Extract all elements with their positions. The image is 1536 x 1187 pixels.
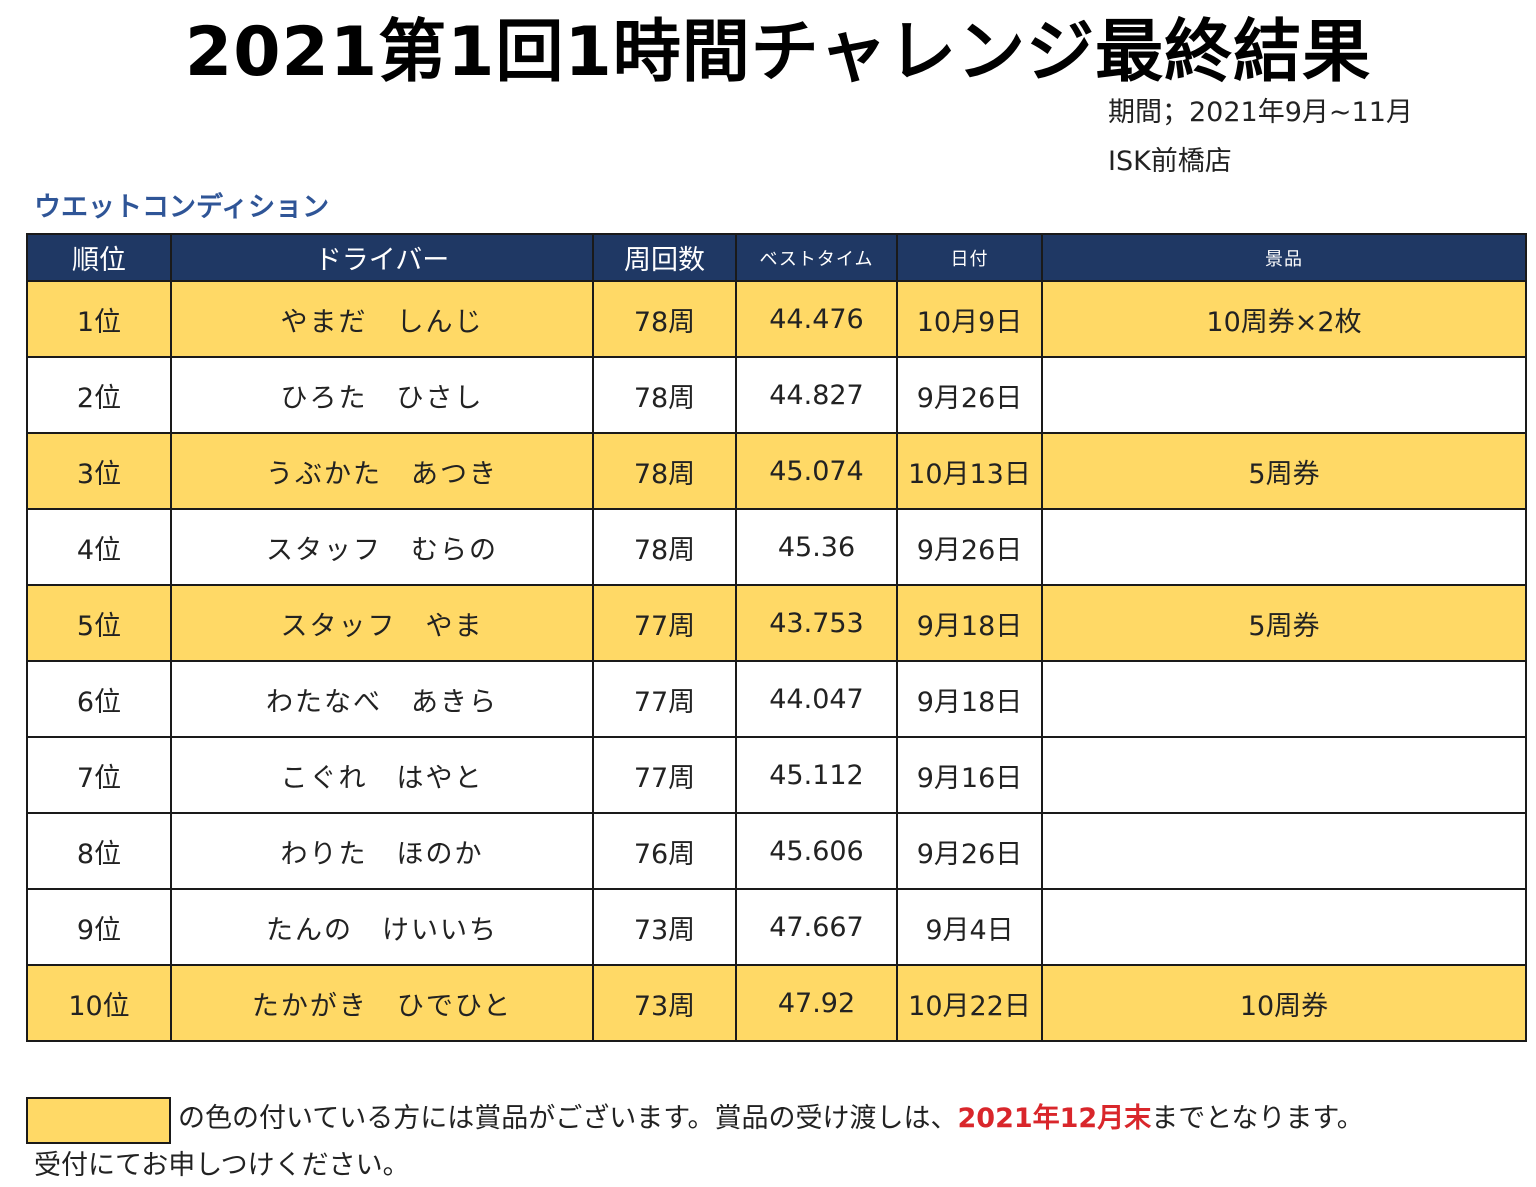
date-cell: 9月16日 — [896, 736, 1043, 814]
header-prize: 景品 — [1041, 233, 1527, 282]
best-time-cell: 43.753 — [735, 584, 898, 662]
table-row: 6位 わたなべ あきら 77周 44.047 9月18日 — [26, 660, 1527, 738]
best-time-cell: 47.92 — [735, 964, 898, 1042]
table-row: 10位 たかがき ひでひと 73周 47.92 10月22日 10周券 — [26, 964, 1527, 1042]
date-cell: 9月18日 — [896, 660, 1043, 738]
rank-cell: 5位 — [26, 584, 172, 662]
best-time-cell: 47.667 — [735, 888, 898, 966]
prize-cell — [1041, 888, 1527, 966]
date-cell: 9月4日 — [896, 888, 1043, 966]
rank-cell: 1位 — [26, 280, 172, 358]
rank-cell: 3位 — [26, 432, 172, 510]
driver-cell: わりた ほのか — [170, 812, 594, 890]
store-name: ISK前橋店 — [1108, 146, 1232, 177]
laps-cell: 78周 — [592, 432, 737, 510]
results-table: 順位 ドライバー 周回数 ベストタイム 日付 景品 1位 やまだ しんじ 78周… — [26, 233, 1527, 1042]
table-row: 9位 たんの けいいち 73周 47.667 9月4日 — [26, 888, 1527, 966]
laps-cell: 77周 — [592, 736, 737, 814]
prize-cell: 5周券 — [1041, 584, 1527, 662]
header-rank: 順位 — [26, 233, 172, 282]
prize-deadline: 2021年12月末 — [957, 1103, 1152, 1134]
best-time-cell: 44.476 — [735, 280, 898, 358]
prize-cell: 5周券 — [1041, 432, 1527, 510]
table-row: 1位 やまだ しんじ 78周 44.476 10月9日 10周券×2枚 — [26, 280, 1527, 358]
prize-cell — [1041, 660, 1527, 738]
date-cell: 9月18日 — [896, 584, 1043, 662]
table-row: 2位 ひろた ひさし 78周 44.827 9月26日 — [26, 356, 1527, 434]
rank-cell: 9位 — [26, 888, 172, 966]
rank-cell: 4位 — [26, 508, 172, 586]
prize-cell: 10周券×2枚 — [1041, 280, 1527, 358]
driver-cell: たかがき ひでひと — [170, 964, 594, 1042]
laps-cell: 73周 — [592, 888, 737, 966]
driver-cell: ひろた ひさし — [170, 356, 594, 434]
prize-note-suffix: までとなります。 — [1151, 1103, 1364, 1134]
prize-note-text: の色の付いている方には賞品がございます。賞品の受け渡しは、 — [178, 1103, 958, 1134]
section-label: ウエットコンディション — [34, 192, 330, 223]
driver-cell: スタッフ やま — [170, 584, 594, 662]
reception-note: 受付にてお申しつけください。 — [34, 1150, 410, 1181]
rank-cell: 8位 — [26, 812, 172, 890]
date-cell: 9月26日 — [896, 356, 1043, 434]
date-cell: 10月22日 — [896, 964, 1043, 1042]
prize-cell — [1041, 736, 1527, 814]
best-time-cell: 44.827 — [735, 356, 898, 434]
driver-cell: やまだ しんじ — [170, 280, 594, 358]
prize-note: の色の付いている方には賞品がございます。賞品の受け渡しは、2021年12月末まで… — [178, 1098, 1364, 1140]
laps-cell: 76周 — [592, 812, 737, 890]
period-text: 期間；2021年9月~11月 — [1108, 97, 1413, 128]
page-title: 2021第1回1時間チャレンジ最終結果 — [184, 13, 1372, 92]
header-date: 日付 — [896, 233, 1043, 282]
date-cell: 9月26日 — [896, 812, 1043, 890]
date-cell: 9月26日 — [896, 508, 1043, 586]
prize-cell — [1041, 356, 1527, 434]
prize-cell — [1041, 812, 1527, 890]
rank-cell: 10位 — [26, 964, 172, 1042]
best-time-cell: 45.074 — [735, 432, 898, 510]
driver-cell: うぶかた あつき — [170, 432, 594, 510]
prize-cell — [1041, 508, 1527, 586]
driver-cell: スタッフ むらの — [170, 508, 594, 586]
table-row: 7位 こぐれ はやと 77周 45.112 9月16日 — [26, 736, 1527, 814]
table-header-row: 順位 ドライバー 周回数 ベストタイム 日付 景品 — [26, 233, 1527, 282]
table-row: 3位 うぶかた あつき 78周 45.074 10月13日 5周券 — [26, 432, 1527, 510]
header-best-time: ベストタイム — [735, 233, 898, 282]
table-row: 8位 わりた ほのか 76周 45.606 9月26日 — [26, 812, 1527, 890]
driver-cell: たんの けいいち — [170, 888, 594, 966]
rank-cell: 2位 — [26, 356, 172, 434]
table-row: 5位 スタッフ やま 77周 43.753 9月18日 5周券 — [26, 584, 1527, 662]
best-time-cell: 45.112 — [735, 736, 898, 814]
header-laps: 周回数 — [592, 233, 737, 282]
header-driver: ドライバー — [170, 233, 594, 282]
best-time-cell: 45.606 — [735, 812, 898, 890]
rank-cell: 6位 — [26, 660, 172, 738]
laps-cell: 78周 — [592, 280, 737, 358]
laps-cell: 78周 — [592, 508, 737, 586]
driver-cell: わたなべ あきら — [170, 660, 594, 738]
prize-cell: 10周券 — [1041, 964, 1527, 1042]
rank-cell: 7位 — [26, 736, 172, 814]
date-cell: 10月13日 — [896, 432, 1043, 510]
driver-cell: こぐれ はやと — [170, 736, 594, 814]
laps-cell: 78周 — [592, 356, 737, 434]
table-row: 4位 スタッフ むらの 78周 45.36 9月26日 — [26, 508, 1527, 586]
best-time-cell: 44.047 — [735, 660, 898, 738]
date-cell: 10月9日 — [896, 280, 1043, 358]
laps-cell: 77周 — [592, 584, 737, 662]
laps-cell: 73周 — [592, 964, 737, 1042]
prize-color-swatch — [26, 1097, 171, 1144]
best-time-cell: 45.36 — [735, 508, 898, 586]
laps-cell: 77周 — [592, 660, 737, 738]
